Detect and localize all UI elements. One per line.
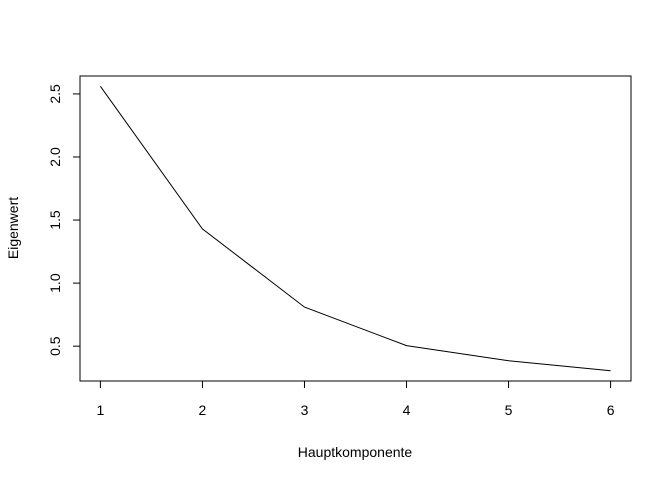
x-tick-label-1: 1	[97, 402, 105, 418]
x-tick-label-5: 5	[505, 402, 513, 418]
x-axis-title: Hauptkomponente	[298, 444, 413, 460]
series-layer	[100, 86, 610, 371]
x-tick-label-6: 6	[607, 402, 615, 418]
plot-frame	[80, 76, 631, 381]
x-tick-label-3: 3	[301, 402, 309, 418]
y-tick-label-3: 2.0	[47, 147, 63, 167]
series-line-eigenwert	[100, 86, 610, 371]
y-tick-label-4: 2.5	[47, 84, 63, 104]
y-axis-title: Eigenwert	[5, 197, 21, 259]
x-tick-label-4: 4	[403, 402, 411, 418]
y-tick-label-2: 1.5	[47, 210, 63, 230]
axes-layer: 1 2 3 4 5 6 0.5 1.0 1.5 2.0 2.5	[47, 84, 615, 418]
x-tick-label-2: 2	[199, 402, 207, 418]
y-tick-label-1: 1.0	[47, 273, 63, 293]
y-tick-label-0: 0.5	[47, 336, 63, 356]
